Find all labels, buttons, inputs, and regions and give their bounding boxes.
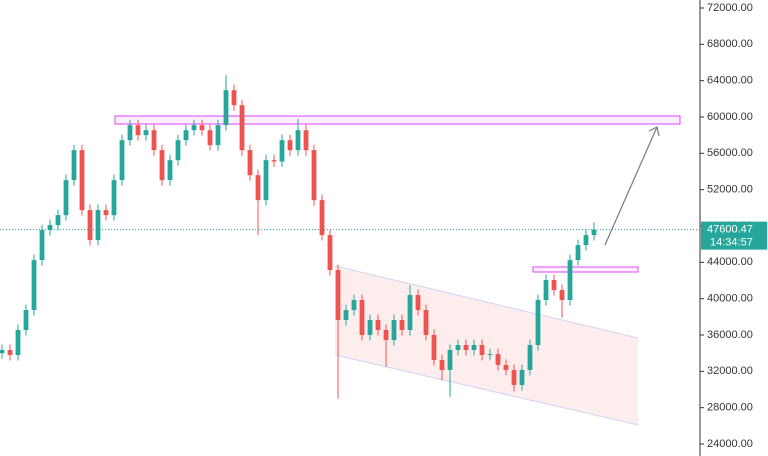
- candle-body: [447, 349, 453, 370]
- candle-body: [271, 160, 277, 162]
- candle-body: [383, 330, 389, 341]
- y-tick-label: 60000.00: [707, 111, 753, 123]
- candle-body: [199, 125, 205, 131]
- candle-body: [95, 210, 101, 241]
- candle-body: [175, 140, 181, 161]
- candle-body: [495, 354, 501, 365]
- candle-body: [191, 125, 197, 131]
- candle-body: [135, 125, 141, 136]
- candle-body: [375, 320, 381, 331]
- candle-body: [151, 130, 157, 151]
- candle-body: [79, 150, 85, 211]
- candle-body: [207, 130, 213, 146]
- candle-body: [111, 180, 117, 216]
- candles: [0, 75, 597, 399]
- candle-body: [87, 210, 93, 241]
- candle-body: [471, 344, 477, 350]
- candle-body: [407, 295, 413, 331]
- candle-body: [583, 235, 589, 246]
- candle-body: [575, 245, 581, 261]
- y-tick-label: 44000.00: [707, 256, 753, 268]
- candle-body: [431, 335, 437, 360]
- y-tick-label: 24000.00: [707, 438, 753, 450]
- price-label-box: [701, 221, 767, 250]
- candle-body: [551, 280, 557, 291]
- y-tick-label: 32000.00: [707, 365, 753, 377]
- candle-body: [247, 150, 253, 176]
- candle-body: [183, 130, 189, 141]
- target-arrow: [604, 126, 658, 246]
- candle-body: [55, 215, 61, 226]
- arrow-head: [648, 126, 660, 137]
- channel-top: [334, 265, 639, 339]
- candle-body: [119, 140, 125, 181]
- candle-body: [39, 230, 45, 261]
- candle-body: [159, 150, 165, 181]
- candle-body: [327, 235, 333, 271]
- candle-body: [31, 260, 37, 311]
- candle-body: [127, 125, 133, 141]
- candle-body: [351, 300, 357, 311]
- candle-body: [223, 90, 229, 126]
- y-tick-label: 56000.00: [707, 147, 753, 159]
- candle-body: [455, 344, 461, 350]
- candle-body: [311, 150, 317, 201]
- candle-body: [519, 369, 525, 385]
- candle-body: [415, 295, 421, 311]
- channel: [335, 266, 638, 425]
- candle-body: [0, 349, 5, 354]
- candle-body: [143, 130, 149, 136]
- candle-body: [535, 300, 541, 345]
- candle-body: [15, 330, 21, 355]
- candle-body: [63, 180, 69, 216]
- candle-body: [335, 270, 341, 321]
- candle-body: [511, 369, 517, 385]
- candle-body: [287, 140, 293, 151]
- candle-body: [279, 140, 285, 162]
- y-tick-label: 28000.00: [707, 402, 753, 414]
- candle-body: [47, 225, 53, 231]
- candle-body: [295, 130, 301, 151]
- candle-body: [319, 200, 325, 236]
- candle-body: [215, 125, 221, 146]
- candle-body: [167, 160, 173, 181]
- y-tick-label: 36000.00: [707, 329, 753, 341]
- candle-body: [303, 130, 309, 151]
- current-price: 47600.47: [707, 224, 753, 236]
- y-tick-label: 52000.00: [707, 184, 753, 196]
- candle-body: [503, 364, 509, 370]
- candle-body: [543, 280, 549, 301]
- candle-body: [559, 290, 565, 301]
- candle-body: [591, 229, 597, 236]
- candle-body: [239, 105, 245, 151]
- candle-body: [479, 344, 485, 355]
- y-tick-label: 40000.00: [707, 293, 753, 305]
- candle-body: [23, 310, 29, 331]
- candle-body: [359, 300, 365, 336]
- resistance-zone: [114, 115, 681, 125]
- y-tick-label: 72000.00: [707, 2, 753, 14]
- candle-body: [367, 320, 373, 336]
- candle-body: [399, 320, 405, 331]
- candle-body: [263, 160, 269, 201]
- candle-body: [71, 150, 77, 181]
- y-tick-label: 64000.00: [707, 75, 753, 87]
- candle-body: [343, 310, 349, 321]
- candle-body: [463, 344, 469, 350]
- candle-body: [391, 320, 397, 341]
- current-time: 14:34:57: [710, 237, 753, 249]
- candle-body: [231, 90, 237, 106]
- candle-body: [527, 344, 533, 370]
- candle-body: [7, 349, 13, 355]
- candle-body: [423, 310, 429, 336]
- candle-body: [103, 210, 109, 216]
- candle-body: [255, 175, 261, 201]
- candle-body: [487, 354, 493, 356]
- support-zone: [532, 266, 639, 273]
- y-tick-label: 68000.00: [707, 38, 753, 50]
- candle-body: [567, 260, 573, 301]
- candle-body: [439, 359, 445, 370]
